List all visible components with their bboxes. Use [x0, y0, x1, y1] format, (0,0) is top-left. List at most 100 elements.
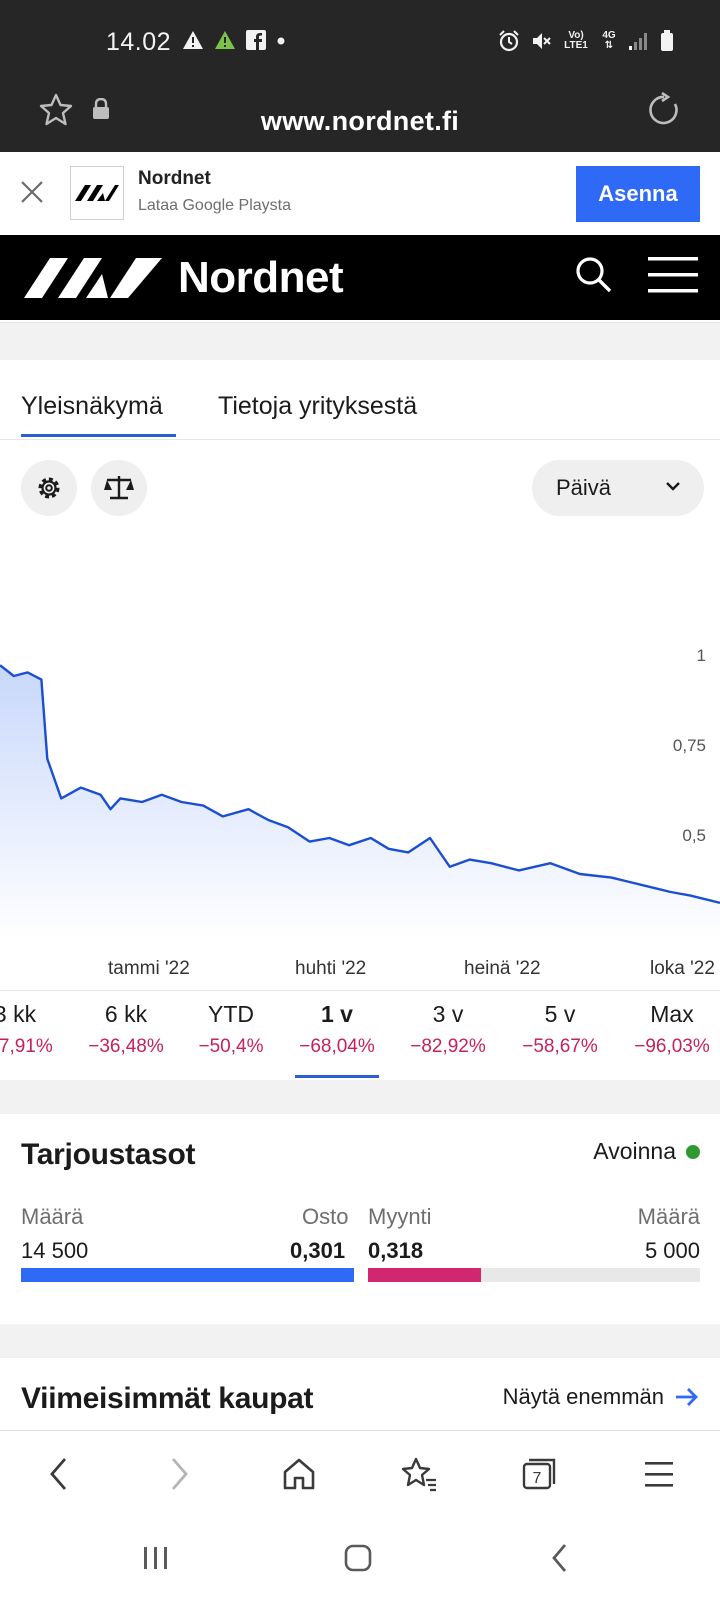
section-divider	[0, 1324, 720, 1358]
period-change: −36,48%	[88, 1036, 164, 1057]
system-home-button[interactable]	[338, 1538, 378, 1578]
ask-depth-bar	[368, 1268, 481, 1282]
price-chart-svg	[0, 664, 720, 940]
app-subtitle: Lataa Google Playsta	[138, 197, 291, 214]
active-tab-indicator	[21, 434, 176, 437]
system-nav-bar	[0, 1516, 720, 1600]
period-label: 3 v	[432, 1001, 464, 1027]
menu-icon	[645, 1462, 673, 1487]
tab-overview[interactable]: Yleisnäkymä	[21, 392, 163, 420]
compare-button[interactable]	[91, 460, 147, 516]
nordnet-logo-icon	[75, 185, 119, 201]
period-change: −68,04%	[299, 1036, 375, 1057]
status-dot-icon	[686, 1144, 700, 1159]
period-change: −50,4%	[198, 1036, 264, 1057]
browser-toolbar: 7	[0, 1430, 720, 1516]
chevron-right-icon	[171, 1458, 188, 1490]
site-logo[interactable]: Nordnet	[24, 253, 344, 303]
price-line	[0, 664, 720, 904]
app-logo	[70, 166, 124, 220]
active-period-indicator	[295, 1075, 379, 1078]
home-square-icon	[344, 1544, 372, 1572]
forward-button[interactable]	[156, 1451, 202, 1497]
period-3y[interactable]: 3 v −82,92%	[393, 1001, 503, 1058]
recent-apps-icon	[144, 1547, 167, 1569]
show-more-link[interactable]: Näytä enemmän	[503, 1384, 700, 1410]
app-name: Nordnet	[138, 168, 211, 189]
bookmarks-star-icon	[401, 1457, 436, 1492]
hamburger-menu-icon[interactable]	[648, 255, 698, 295]
ask-depth-track	[368, 1268, 700, 1282]
browser-menu-button[interactable]	[636, 1451, 682, 1497]
y-tick-075: 0,75	[672, 736, 706, 755]
y-tick-1: 1	[696, 646, 706, 665]
period-label: 1 v	[321, 1001, 353, 1027]
period-change: −37,91%	[0, 1036, 53, 1057]
period-max[interactable]: Max −96,03%	[617, 1001, 720, 1058]
home-button[interactable]	[276, 1451, 322, 1497]
close-icon[interactable]	[18, 178, 46, 206]
x-tick-loka: loka '22	[650, 958, 715, 979]
ask-qty-label: Määrä	[637, 1204, 700, 1229]
section-divider	[0, 322, 720, 360]
tabs-button[interactable]: 7	[516, 1451, 562, 1497]
bookmark-star-icon[interactable]	[38, 92, 74, 128]
status-system-icons: Vo) LTE1 4G ⇅	[498, 30, 674, 52]
facebook-icon	[246, 30, 266, 50]
market-status: Avoinna	[593, 1138, 700, 1165]
back-chevron-icon	[552, 1544, 567, 1572]
period-5y[interactable]: 5 v −58,67%	[505, 1001, 615, 1058]
browser-url-bar: www.nordnet.fi	[0, 88, 720, 152]
alarm-icon	[499, 30, 519, 52]
period-label: Max	[650, 1001, 694, 1027]
url-text[interactable]: www.nordnet.fi	[260, 106, 460, 136]
recent-trades-title: Viimeisimmät kaupat	[21, 1382, 314, 1415]
period-1y[interactable]: 1 v −68,04%	[282, 1001, 392, 1058]
install-button[interactable]: Asenna	[576, 166, 700, 222]
period-3m[interactable]: 3 kk −37,91%	[0, 1001, 70, 1058]
search-icon[interactable]	[574, 255, 614, 295]
order-book: Tarjoustasot Avoinna Määrä Osto Myynti M…	[0, 1114, 720, 1324]
interval-select[interactable]: Päivä	[532, 460, 704, 516]
period-6m[interactable]: 6 kk −36,48%	[71, 1001, 181, 1058]
period-change: −82,92%	[410, 1036, 486, 1057]
back-button[interactable]	[36, 1451, 82, 1497]
mute-icon	[533, 33, 551, 49]
reload-icon[interactable]	[646, 92, 682, 128]
x-tick-tammi: tammi '22	[108, 958, 190, 979]
site-header: Nordnet	[0, 235, 720, 320]
bid-price: 0,301	[290, 1238, 346, 1263]
period-label: 6 kk	[104, 1001, 148, 1027]
recent-trades: Viimeisimmät kaupat Näytä enemmän	[0, 1358, 720, 1430]
show-more-label: Näytä enemmän	[502, 1384, 664, 1409]
price-chart[interactable]: 1 0,75 0,5 tammi '22 huhti '22 heinä '22…	[0, 530, 720, 990]
status-time: 14.02	[106, 28, 172, 56]
recent-apps-button[interactable]	[136, 1538, 176, 1578]
period-change: −58,67%	[522, 1036, 598, 1057]
interval-select-value: Päivä	[556, 475, 612, 500]
scale-icon	[104, 476, 134, 500]
chevron-left-icon	[50, 1458, 67, 1490]
tab-company-info[interactable]: Tietoja yrityksestä	[218, 392, 418, 420]
period-change: −96,03%	[634, 1036, 710, 1057]
network-label-text: Vo) LTE1	[564, 30, 588, 51]
tabs-icon: 7	[522, 1458, 556, 1490]
nordnet-logo-icon	[24, 258, 162, 298]
dot-icon	[277, 37, 285, 45]
period-label: 3 kk	[0, 1001, 37, 1027]
bookmarks-button[interactable]	[396, 1451, 442, 1497]
network-type-text: 4G	[602, 30, 616, 41]
chevron-down-icon	[666, 482, 680, 491]
x-tick-huhti: huhti '22	[295, 958, 367, 979]
period-label: 5 v	[544, 1001, 576, 1027]
content-tabs: Yleisnäkymä Tietoja yrityksestä	[0, 360, 720, 440]
y-tick-05: 0,5	[682, 826, 706, 845]
ask-qty: 5 000	[644, 1238, 700, 1263]
battery-icon	[661, 30, 673, 51]
section-divider	[0, 1080, 720, 1114]
chart-settings-button[interactable]	[21, 460, 77, 516]
period-ytd[interactable]: YTD −50,4%	[176, 1001, 286, 1058]
network-type: 4G ⇅	[600, 31, 618, 51]
system-back-button[interactable]	[540, 1538, 580, 1578]
bid-qty: 14 500	[21, 1238, 89, 1263]
